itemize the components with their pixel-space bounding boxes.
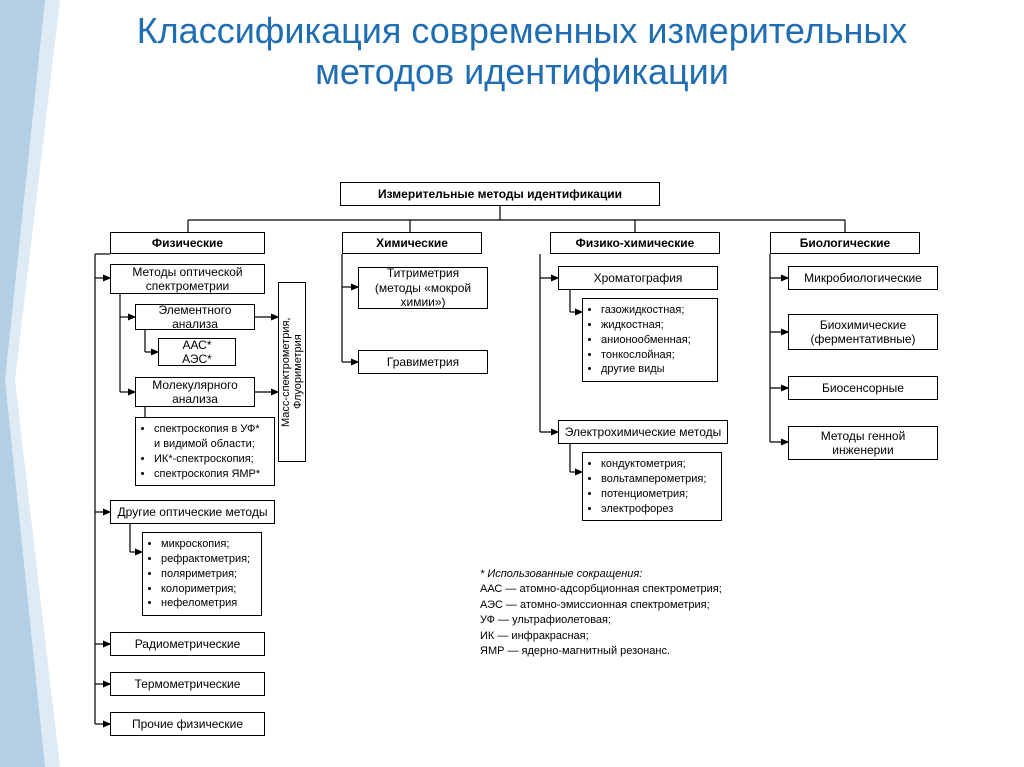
box-elemental: Элементного анализа [135,304,255,330]
box-other-optical: Другие оптические методы [110,500,275,524]
footnote-header: * Использованные сокращения: [480,567,880,582]
box-aas-aes: ААС* АЭС* [158,338,236,366]
box-radio: Радиометрические [110,632,265,656]
box-thermo: Термометрические [110,672,265,696]
box-spectro-list: спектроскопия в УФ* и видимой области;ИК… [135,417,275,486]
header-physical: Физические [110,232,265,254]
box-other-list: микроскопия;рефрактометрия;поляриметрия;… [142,532,262,616]
header-bio: Биологические [770,232,920,254]
box-gene: Методы генной инженерии [788,426,938,460]
classification-diagram: Измерительные методы идентификации Физич… [80,182,1000,742]
box-chrom: Хроматография [558,266,718,290]
box-other-phys: Прочие физические [110,712,265,736]
box-mass-spec: Масс-спектрометрия, Флуориметрия [278,282,306,462]
box-micro: Микробиологические [788,266,938,290]
box-biochem: Биохимические (ферментативные) [788,314,938,350]
box-titr: Титриметрия (методы «мокрой химии») [358,267,488,309]
box-electro-list: кондуктометрия;вольтамперометрия;потенци… [582,452,722,521]
root-box: Измерительные методы идентификации [340,182,660,206]
box-biosensor: Биосенсорные [788,376,938,400]
box-grav: Гравиметрия [358,350,488,374]
box-optical-header: Методы оптической спектрометрии [110,264,265,294]
slide-decoration [0,0,60,767]
box-electro: Электрохимические методы [558,420,728,444]
box-molecular: Молекулярного анализа [135,377,255,407]
box-chrom-list: газожидкостная;жидкостная;анионообменная… [582,298,718,382]
header-chemical: Химические [342,232,482,254]
page-title: Классификация современных измерительных … [0,0,1024,113]
footnote: * Использованные сокращения: ААС — атомн… [480,567,880,659]
header-physchem: Физико-химические [550,232,720,254]
